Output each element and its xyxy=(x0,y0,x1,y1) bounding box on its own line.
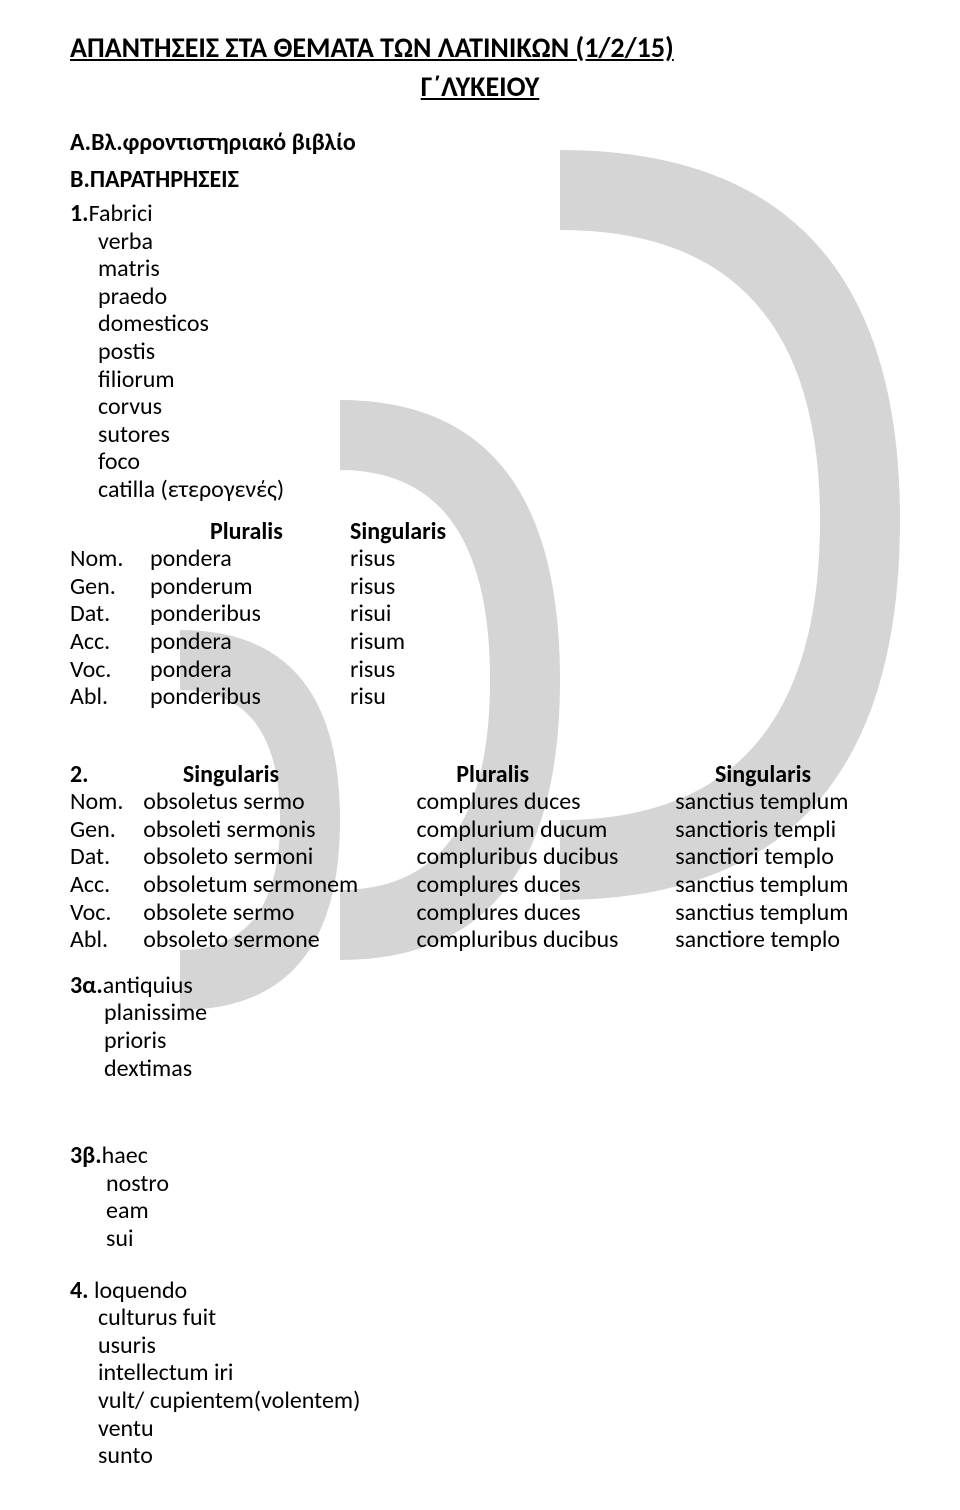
q1-word-10: catilla (ετερογενές) xyxy=(98,475,284,504)
q1-word-9: foco xyxy=(98,447,140,476)
section-a: Α.Βλ.φροντιστηριακό βιβλίο xyxy=(70,128,890,157)
q2-r1c1: obsoleti sermonis xyxy=(143,816,416,844)
t1-r4c0: Voc. xyxy=(70,656,150,684)
q1-word-1: verba xyxy=(98,227,153,256)
t1-r3c2: risum xyxy=(350,628,550,656)
q1-word-3: praedo xyxy=(98,282,167,311)
q2-r0c1: obsoletus sermo xyxy=(143,788,416,816)
t1-r1c0: Gen. xyxy=(70,573,150,601)
q2-h1: Pluralis xyxy=(416,761,675,789)
q3a-block: 3α.antiquius planissime prioris dextimas xyxy=(70,972,890,1082)
title-line-1: ΑΠΑΝΤΗΣΕΙΣ ΣΤΑ ΘΕΜΑΤΑ ΤΩΝ ΛΑΤΙΝΙΚΩΝ (1/2… xyxy=(70,30,890,65)
q1-word-5: postis xyxy=(98,337,155,366)
q3b-block: 3β.haec nostro eam sui xyxy=(70,1142,890,1252)
q2-block: 2. Singularis Pluralis Singularis Nom.ob… xyxy=(70,761,890,954)
q1-word-7: corvus xyxy=(98,392,162,421)
q3a-first: antiquius xyxy=(103,971,193,1000)
q2-r0c2: complures duces xyxy=(417,788,676,816)
q2-r1c0: Gen. xyxy=(70,816,143,844)
q4-first: loquendo xyxy=(89,1276,188,1305)
q4-item-1: usuris xyxy=(98,1331,156,1360)
q3b-item-0: nostro xyxy=(106,1169,169,1198)
q2-r1c2: complurium ducum xyxy=(417,816,676,844)
t1-r3c1: pondera xyxy=(150,628,350,656)
t1-r2c2: risui xyxy=(350,600,550,628)
q2-h2: Singularis xyxy=(675,761,890,789)
q4-item-3: vult/ cupientem(volentem) xyxy=(98,1386,360,1415)
q1-label: 1. xyxy=(70,199,89,228)
t1-r2c0: Dat. xyxy=(70,600,150,628)
q2-r2c1: obsoleto sermoni xyxy=(143,843,416,871)
q3a-item-0: planissime xyxy=(104,998,207,1027)
q4-label: 4. xyxy=(70,1276,89,1305)
q3b-item-2: sui xyxy=(106,1224,134,1253)
q1-word-8: sutores xyxy=(98,420,170,449)
t1-r5c2: risu xyxy=(350,683,550,711)
q2-r3c2: complures duces xyxy=(417,871,676,899)
t1-r5c0: Abl. xyxy=(70,683,150,711)
q1-block: 1.Fabrici verba matris praedo domesticos… xyxy=(70,200,890,504)
q2-r3c3: sanctius templum xyxy=(675,871,890,899)
title-line-2: Γ΄ΛΥΚΕΙΟΥ xyxy=(70,69,890,104)
q4-block: 4. loquendo culturus fuit usuris intelle… xyxy=(70,1277,890,1470)
q3b-item-1: eam xyxy=(106,1196,149,1225)
q3a-label: 3α. xyxy=(70,971,103,1000)
q2-num: 2. xyxy=(70,761,143,789)
q1-word-2: matris xyxy=(98,254,160,283)
t1-r0c1: pondera xyxy=(150,545,350,573)
q3a-item-2: dextimas xyxy=(104,1054,192,1083)
q2-r3c0: Acc. xyxy=(70,871,143,899)
q1-word-6: filiorum xyxy=(98,365,175,394)
q3a-item-1: prioris xyxy=(104,1026,166,1055)
t1-r4c1: pondera xyxy=(150,656,350,684)
q2-r5c2: compluribus ducibus xyxy=(417,926,676,954)
q2-r1c3: sanctioris templi xyxy=(675,816,890,844)
q2-r0c0: Nom. xyxy=(70,788,143,816)
t1-r3c0: Acc. xyxy=(70,628,150,656)
q2-r5c0: Abl. xyxy=(70,926,143,954)
t1-h2: Singularis xyxy=(350,518,550,546)
q2-r5c3: sanctiore templo xyxy=(675,926,890,954)
q2-r4c0: Voc. xyxy=(70,899,143,927)
q2-r5c1: obsoleto sermone xyxy=(143,926,416,954)
q2-r2c2: compluribus ducibus xyxy=(417,843,676,871)
q3b-label: 3β. xyxy=(70,1141,102,1170)
q4-item-0: culturus fuit xyxy=(98,1303,216,1332)
t1-r5c1: ponderibus xyxy=(150,683,350,711)
q1-word-4: domesticos xyxy=(98,309,209,338)
q2-r2c3: sanctiori templo xyxy=(675,843,890,871)
t1-r4c2: risus xyxy=(350,656,550,684)
q2-r4c3: sanctius templum xyxy=(675,899,890,927)
t1-r1c2: risus xyxy=(350,573,550,601)
section-b-heading: Β.ΠΑΡΑΤΗΡΗΣΕΙΣ xyxy=(70,165,890,194)
q2-r4c2: complures duces xyxy=(417,899,676,927)
t1-r0c2: risus xyxy=(350,545,550,573)
q2-r2c0: Dat. xyxy=(70,843,143,871)
q4-item-4: ventu xyxy=(98,1414,154,1443)
q2-h0: Singularis xyxy=(143,761,416,789)
q2-r4c1: obsolete sermo xyxy=(143,899,416,927)
q2-r0c3: sanctius templum xyxy=(675,788,890,816)
t1-h1: Pluralis xyxy=(150,518,350,546)
t1-r0c0: Nom. xyxy=(70,545,150,573)
q1-word-0: Fabrici xyxy=(89,199,153,228)
table1: Pluralis Singularis Nom.ponderarisus Gen… xyxy=(70,518,890,711)
t1-h0 xyxy=(70,518,150,546)
t1-r2c1: ponderibus xyxy=(150,600,350,628)
q4-item-5: sunto xyxy=(98,1441,153,1470)
t1-r1c1: ponderum xyxy=(150,573,350,601)
q2-r3c1: obsoletum sermonem xyxy=(143,871,416,899)
q3b-first: haec xyxy=(102,1141,148,1170)
q4-item-2: intellectum iri xyxy=(98,1358,233,1387)
